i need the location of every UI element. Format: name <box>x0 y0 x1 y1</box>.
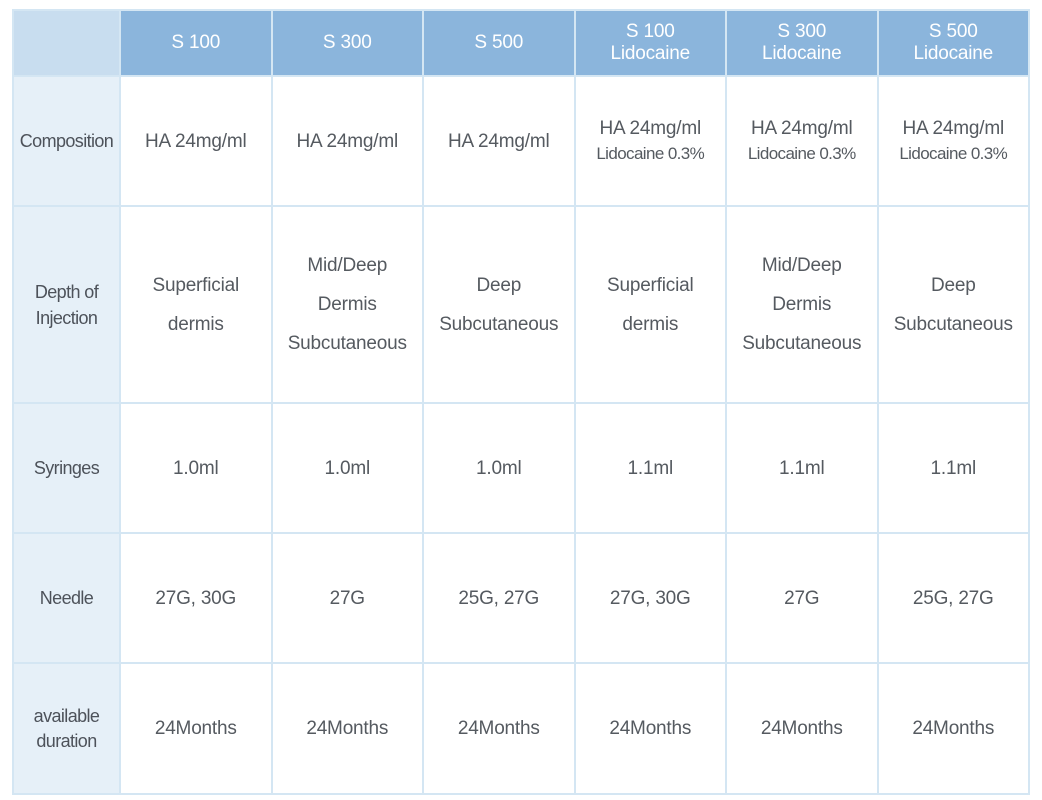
table-cell: 27G, 30G <box>573 532 727 664</box>
depth-line: Dermis <box>772 294 832 315</box>
column-header-subtitle: Lidocaine <box>610 43 691 64</box>
depth-line: Subcutaneous <box>439 313 559 335</box>
composition-main: HA 24mg/ml <box>448 130 550 152</box>
composition-main: HA 24mg/ml <box>902 118 1005 139</box>
table-cell: HA 24mg/ml Lidocaine 0.3% <box>876 75 1030 207</box>
composition-sub: Lidocaine 0.3% <box>596 144 705 163</box>
composition-sub: Lidocaine 0.3% <box>747 144 856 163</box>
composition-main: HA 24mg/ml <box>145 130 247 152</box>
table-cell: 24Months <box>573 662 727 795</box>
table-cell: Mid/Deep Dermis Subcutaneous <box>270 205 424 404</box>
column-header-s100: S 100 <box>119 9 273 77</box>
row-label-line: Depth of <box>34 281 99 302</box>
column-header-subtitle: Lidocaine <box>913 43 994 64</box>
depth-line: Deep <box>476 274 522 296</box>
table-cell: HA 24mg/ml Lidocaine 0.3% <box>725 75 879 207</box>
table-cell: 25G, 27G <box>876 532 1030 664</box>
column-header-subtitle: Lidocaine <box>761 43 842 64</box>
row-label-needle: Needle <box>12 532 121 664</box>
table-cell: 24Months <box>270 662 424 795</box>
row-label-line: Injection <box>35 307 98 328</box>
table-row-composition: Composition HA 24mg/ml HA 24mg/ml HA 24m… <box>12 75 1030 207</box>
table-cell: 1.0ml <box>119 402 273 534</box>
table-cell: 27G, 30G <box>119 532 273 664</box>
row-label-available-duration: available duration <box>12 662 121 795</box>
depth-line: Mid/Deep <box>307 255 388 276</box>
row-label-depth-of-injection: Depth of Injection <box>12 205 121 404</box>
depth-line: Subcutaneous <box>287 333 407 354</box>
header-row: S 100 S 300 S 500 S 100 Lidocaine S 300 … <box>12 9 1030 77</box>
depth-line: Dermis <box>317 294 377 315</box>
column-header-title: S 500 <box>928 21 978 42</box>
row-label-line: available <box>33 705 100 726</box>
table-row-needle: Needle 27G, 30G 27G 25G, 27G 27G, 30G 27… <box>12 532 1030 664</box>
table-cell: 25G, 27G <box>422 532 576 664</box>
table-row-depth-of-injection: Depth of Injection Superficial dermis Mi… <box>12 205 1030 404</box>
table-cell: 24Months <box>876 662 1030 795</box>
product-comparison-table: S 100 S 300 S 500 S 100 Lidocaine S 300 … <box>12 9 1030 795</box>
table-cell: 24Months <box>422 662 576 795</box>
table-cell: Deep Subcutaneous <box>422 205 576 404</box>
composition-main: HA 24mg/ml <box>751 118 853 139</box>
table-cell: 1.1ml <box>725 402 879 534</box>
composition-main: HA 24mg/ml <box>296 130 399 152</box>
composition-main: HA 24mg/ml <box>599 118 702 139</box>
table-row-available-duration: available duration 24Months 24Months 24M… <box>12 662 1030 795</box>
column-header-title: S 100 <box>625 21 675 42</box>
depth-line: dermis <box>622 313 679 335</box>
table-cell: Superficial dermis <box>573 205 727 404</box>
depth-line: Deep <box>930 274 976 296</box>
table-cell: 1.1ml <box>876 402 1030 534</box>
depth-line: Mid/Deep <box>761 255 842 276</box>
table-cell: HA 24mg/ml <box>270 75 424 207</box>
table-cell: Superficial dermis <box>119 205 273 404</box>
column-header-title: S 100 <box>171 32 221 53</box>
table-cell: HA 24mg/ml <box>422 75 576 207</box>
depth-line: dermis <box>167 313 224 335</box>
depth-line: Subcutaneous <box>893 313 1013 335</box>
row-label-composition: Composition <box>12 75 121 207</box>
column-header-title: S 300 <box>777 21 827 42</box>
column-header-s500-lidocaine: S 500 Lidocaine <box>876 9 1030 77</box>
composition-sub: Lidocaine 0.3% <box>899 144 1008 163</box>
table-cell: HA 24mg/ml Lidocaine 0.3% <box>573 75 727 207</box>
row-label-line: duration <box>36 730 97 751</box>
table-cell: 24Months <box>119 662 273 795</box>
table-cell: 27G <box>270 532 424 664</box>
depth-line: Superficial <box>152 274 239 296</box>
column-header-s300-lidocaine: S 300 Lidocaine <box>725 9 879 77</box>
table-cell: 27G <box>725 532 879 664</box>
depth-line: Subcutaneous <box>742 333 862 354</box>
table-cell: 1.0ml <box>422 402 576 534</box>
depth-line: Superficial <box>606 274 694 296</box>
column-header-title: S 500 <box>474 32 524 53</box>
table-cell: 24Months <box>725 662 879 795</box>
header-corner-cell <box>12 9 121 77</box>
product-comparison-table-wrapper: S 100 S 300 S 500 S 100 Lidocaine S 300 … <box>12 9 1030 795</box>
table-cell: 1.1ml <box>573 402 727 534</box>
column-header-s300: S 300 <box>270 9 424 77</box>
table-row-syringes: Syringes 1.0ml 1.0ml 1.0ml 1.1ml 1.1ml 1… <box>12 402 1030 534</box>
row-label-syringes: Syringes <box>12 402 121 534</box>
table-cell: 1.0ml <box>270 402 424 534</box>
column-header-s100-lidocaine: S 100 Lidocaine <box>573 9 727 77</box>
column-header-s500: S 500 <box>422 9 576 77</box>
column-header-title: S 300 <box>322 32 372 53</box>
table-cell: Mid/Deep Dermis Subcutaneous <box>725 205 879 404</box>
table-cell: Deep Subcutaneous <box>876 205 1030 404</box>
table-cell: HA 24mg/ml <box>119 75 273 207</box>
